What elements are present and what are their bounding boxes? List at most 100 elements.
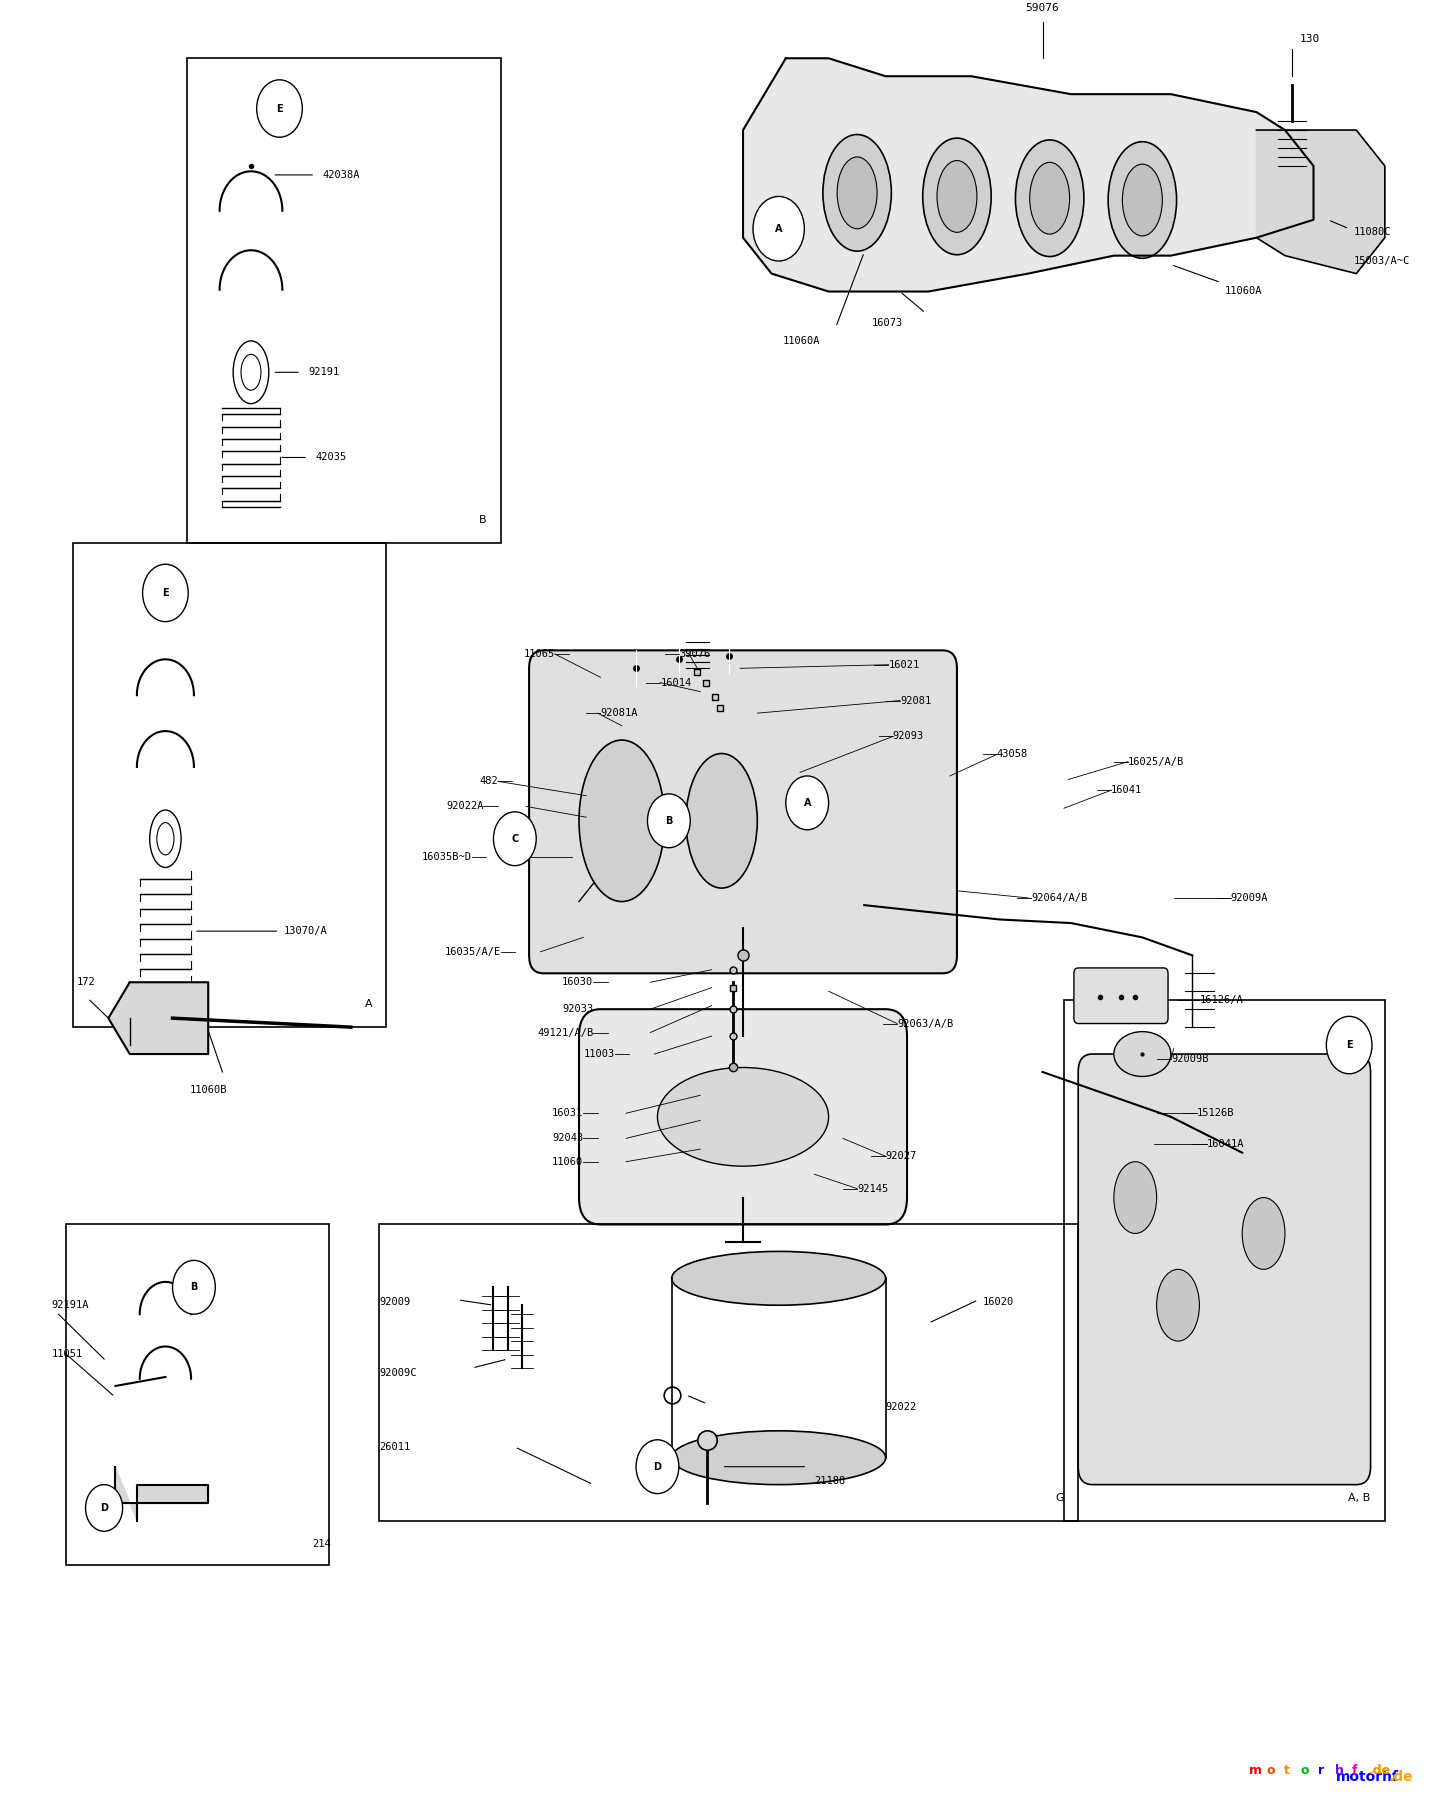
Bar <box>73 544 386 1028</box>
Text: motorhf: motorhf <box>1336 1769 1399 1784</box>
Text: 92191A: 92191A <box>51 1300 89 1310</box>
Ellipse shape <box>179 1003 196 1035</box>
Ellipse shape <box>672 1251 886 1305</box>
Ellipse shape <box>1113 1031 1170 1076</box>
Text: 11060B: 11060B <box>190 1085 227 1094</box>
Text: 92009: 92009 <box>379 1296 410 1307</box>
Text: 11003: 11003 <box>583 1049 614 1058</box>
Polygon shape <box>1256 130 1385 274</box>
Text: 92063/A/B: 92063/A/B <box>897 1019 953 1028</box>
Text: 92093: 92093 <box>893 731 925 742</box>
Text: 16041: 16041 <box>1110 785 1142 796</box>
Text: f: f <box>1352 1764 1358 1777</box>
Ellipse shape <box>1113 1161 1156 1233</box>
Text: A: A <box>803 797 810 808</box>
Circle shape <box>753 196 805 261</box>
Text: D: D <box>653 1462 662 1472</box>
Text: 11051: 11051 <box>51 1348 83 1359</box>
Text: 11065: 11065 <box>523 650 554 659</box>
Text: 42038A: 42038A <box>323 169 360 180</box>
Circle shape <box>257 79 303 137</box>
Text: 11060: 11060 <box>552 1157 583 1166</box>
FancyBboxPatch shape <box>1079 1055 1370 1485</box>
Text: 49121/A/B: 49121/A/B <box>537 1028 593 1037</box>
Text: 92081A: 92081A <box>600 707 637 718</box>
Circle shape <box>143 563 189 621</box>
Text: A: A <box>775 223 783 234</box>
Ellipse shape <box>686 754 757 887</box>
Ellipse shape <box>1016 140 1083 257</box>
Circle shape <box>786 776 829 830</box>
Text: D: D <box>100 1503 109 1514</box>
Text: 11060A: 11060A <box>783 337 820 346</box>
Text: 42035: 42035 <box>316 452 346 463</box>
Text: 16126/A: 16126/A <box>1199 995 1243 1004</box>
Text: 15126B: 15126B <box>1196 1109 1235 1118</box>
Text: 16035B~D: 16035B~D <box>422 851 472 862</box>
Text: o: o <box>1300 1764 1309 1777</box>
Text: 92009C: 92009C <box>379 1368 417 1379</box>
Text: 92009B: 92009B <box>1170 1055 1209 1064</box>
Text: A, B: A, B <box>1349 1492 1370 1503</box>
Circle shape <box>86 1485 123 1532</box>
Text: E: E <box>161 589 169 598</box>
Ellipse shape <box>823 135 892 252</box>
Text: r: r <box>1318 1764 1323 1777</box>
Text: 214: 214 <box>313 1539 332 1548</box>
Circle shape <box>173 1260 216 1314</box>
Text: 92022: 92022 <box>886 1402 917 1413</box>
Text: A: A <box>364 999 372 1010</box>
Text: 16030: 16030 <box>562 977 593 986</box>
Text: E: E <box>1346 1040 1352 1049</box>
Ellipse shape <box>1242 1197 1285 1269</box>
Ellipse shape <box>937 160 977 232</box>
Text: 92027: 92027 <box>886 1152 917 1161</box>
Text: E: E <box>276 104 283 113</box>
Text: 172: 172 <box>77 977 96 986</box>
Ellipse shape <box>1122 164 1162 236</box>
Circle shape <box>647 794 690 848</box>
Text: 92145: 92145 <box>857 1184 889 1193</box>
Ellipse shape <box>657 1067 829 1166</box>
Text: B: B <box>190 1282 197 1292</box>
Text: m: m <box>1249 1764 1262 1777</box>
Text: 92064/A/B: 92064/A/B <box>1032 893 1087 904</box>
Polygon shape <box>743 58 1313 292</box>
Text: 16035/A/E: 16035/A/E <box>444 947 500 958</box>
Text: 43058: 43058 <box>997 749 1027 760</box>
Polygon shape <box>109 983 209 1055</box>
Text: t: t <box>1283 1764 1289 1777</box>
Text: 11080C: 11080C <box>1353 227 1390 238</box>
Circle shape <box>1326 1017 1372 1075</box>
Text: h: h <box>1335 1764 1343 1777</box>
Bar <box>1065 1001 1385 1521</box>
Text: C: C <box>512 833 519 844</box>
Ellipse shape <box>1107 142 1176 259</box>
Text: o: o <box>1266 1764 1275 1777</box>
FancyBboxPatch shape <box>1075 968 1167 1024</box>
Ellipse shape <box>129 1003 146 1035</box>
Text: 92081: 92081 <box>900 695 932 706</box>
Bar <box>66 1224 330 1566</box>
Ellipse shape <box>672 1431 886 1485</box>
Circle shape <box>636 1440 679 1494</box>
Text: 92191: 92191 <box>309 367 339 378</box>
Text: 16021: 16021 <box>889 661 920 670</box>
Text: 482: 482 <box>479 776 497 787</box>
Text: 13070/A: 13070/A <box>284 927 327 936</box>
Text: 15003/A~C: 15003/A~C <box>1353 256 1409 266</box>
Text: 26011: 26011 <box>379 1442 410 1453</box>
Ellipse shape <box>579 740 664 902</box>
Text: 21188: 21188 <box>815 1476 846 1487</box>
Ellipse shape <box>837 157 877 229</box>
Ellipse shape <box>1156 1269 1199 1341</box>
Ellipse shape <box>923 139 992 256</box>
Bar <box>187 58 500 544</box>
FancyBboxPatch shape <box>529 650 957 974</box>
Text: .de: .de <box>1369 1764 1392 1777</box>
Text: 11060A: 11060A <box>1225 286 1263 297</box>
Text: 92033: 92033 <box>562 1004 593 1013</box>
Circle shape <box>493 812 536 866</box>
Text: G: G <box>1055 1492 1065 1503</box>
Text: 92009A: 92009A <box>1230 893 1269 904</box>
